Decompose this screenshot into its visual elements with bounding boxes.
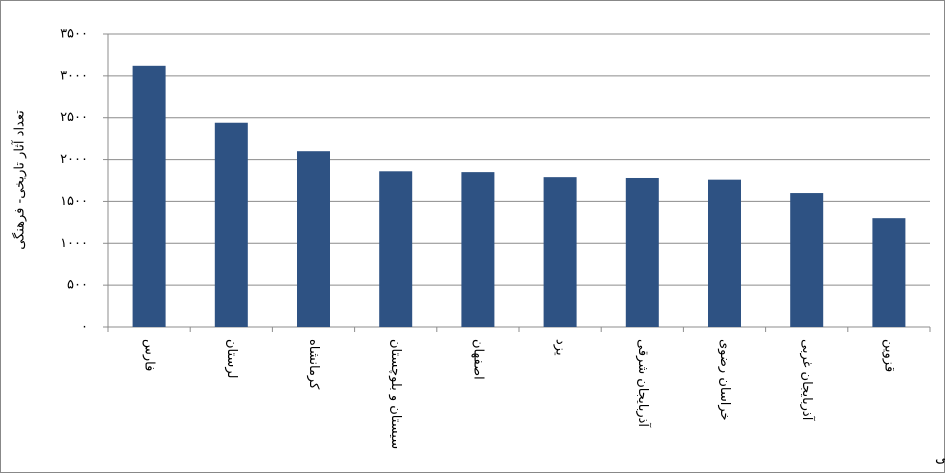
y-tick-label: ۰ — [81, 320, 88, 335]
y-tick-label: ۲۵۰۰ — [60, 110, 88, 125]
y-tick-label: ۳۰۰۰ — [60, 68, 88, 83]
source-note: منبع: وزارت میراث فرهنگی، گردشگری و صنای… — [935, 449, 945, 466]
bar — [790, 193, 824, 327]
bar — [461, 172, 495, 327]
x-tick-label: قزوین — [881, 339, 896, 372]
x-tick-label: کرمانشاه — [306, 339, 321, 390]
y-tick-label: ۱۵۰۰ — [60, 194, 88, 209]
y-axis-label: تعداد آثار تاریخی- فرهنگی — [11, 110, 28, 250]
y-tick-label: ۵۰۰ — [67, 278, 88, 293]
bar — [379, 171, 413, 327]
bar — [625, 177, 659, 327]
x-tick-label: خراسان رضوی — [717, 339, 732, 421]
x-tick-label: آذربایجان غربی — [799, 339, 816, 422]
bar — [708, 179, 741, 327]
x-tick-label: اصفهان — [470, 339, 485, 380]
y-tick-label: ۳۵۰۰ — [60, 27, 88, 42]
x-tick-label: آذربایجان شرقی — [635, 339, 652, 428]
bar — [132, 65, 166, 327]
y-tick-label: ۲۰۰۰ — [60, 152, 88, 167]
x-tick-label: یزد — [553, 339, 568, 356]
x-tick-label: لرستان — [224, 339, 239, 378]
bar — [543, 177, 577, 327]
bar — [214, 122, 248, 327]
bar — [297, 151, 330, 327]
x-tick-label: سیستان و بلوچستان — [388, 339, 403, 449]
x-tick-label: فارس — [142, 339, 157, 371]
bar — [872, 218, 906, 327]
y-tick-label: ۱۰۰۰ — [60, 236, 88, 251]
